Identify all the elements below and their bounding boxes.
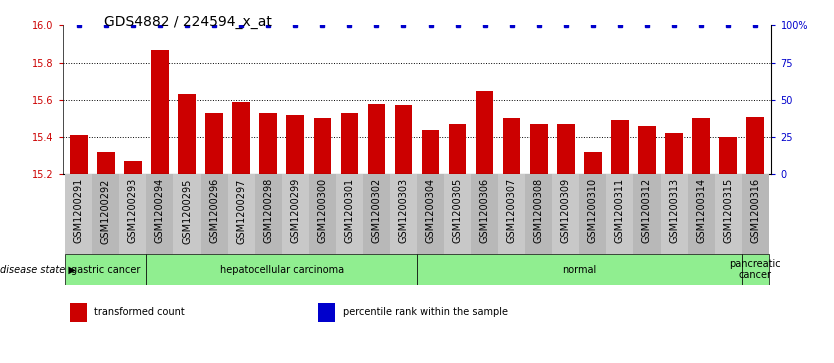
Bar bbox=[580, 174, 606, 254]
Bar bbox=[476, 90, 494, 174]
Text: percentile rank within the sample: percentile rank within the sample bbox=[343, 307, 508, 317]
Bar bbox=[254, 174, 282, 254]
Bar bbox=[151, 50, 168, 174]
Bar bbox=[584, 152, 601, 174]
Text: GSM1200299: GSM1200299 bbox=[290, 178, 300, 244]
Text: GSM1200306: GSM1200306 bbox=[480, 178, 490, 243]
Bar bbox=[661, 174, 687, 254]
Text: GSM1200315: GSM1200315 bbox=[723, 178, 733, 244]
Text: GSM1200296: GSM1200296 bbox=[209, 178, 219, 244]
Bar bbox=[417, 174, 444, 254]
Bar bbox=[65, 174, 93, 254]
Text: GSM1200311: GSM1200311 bbox=[615, 178, 625, 243]
Text: GSM1200301: GSM1200301 bbox=[344, 178, 354, 243]
Text: GSM1200313: GSM1200313 bbox=[669, 178, 679, 243]
Text: GSM1200294: GSM1200294 bbox=[155, 178, 165, 244]
Bar bbox=[503, 118, 520, 174]
Text: GSM1200314: GSM1200314 bbox=[696, 178, 706, 243]
Text: GSM1200291: GSM1200291 bbox=[73, 178, 83, 244]
Text: transformed count: transformed count bbox=[94, 307, 185, 317]
Bar bbox=[205, 113, 223, 174]
Text: GDS4882 / 224594_x_at: GDS4882 / 224594_x_at bbox=[104, 15, 272, 29]
Bar bbox=[530, 124, 548, 174]
Text: GSM1200303: GSM1200303 bbox=[399, 178, 409, 243]
Bar bbox=[471, 174, 498, 254]
Text: GSM1200310: GSM1200310 bbox=[588, 178, 598, 243]
Text: gastric cancer: gastric cancer bbox=[71, 265, 141, 274]
Bar bbox=[340, 113, 358, 174]
Bar bbox=[200, 174, 228, 254]
Bar bbox=[318, 303, 335, 322]
Bar bbox=[124, 161, 142, 174]
Bar bbox=[634, 174, 661, 254]
Bar bbox=[666, 133, 683, 174]
Bar bbox=[259, 113, 277, 174]
Bar bbox=[314, 118, 331, 174]
Text: GSM1200304: GSM1200304 bbox=[425, 178, 435, 243]
Bar bbox=[178, 94, 196, 174]
Bar bbox=[525, 174, 552, 254]
Bar bbox=[119, 174, 147, 254]
Bar bbox=[309, 174, 336, 254]
Text: GSM1200309: GSM1200309 bbox=[560, 178, 570, 243]
Bar bbox=[498, 174, 525, 254]
Bar bbox=[692, 118, 710, 174]
Text: GSM1200292: GSM1200292 bbox=[101, 178, 111, 244]
Bar bbox=[687, 174, 715, 254]
Bar bbox=[606, 174, 634, 254]
Bar bbox=[557, 124, 575, 174]
Text: GSM1200293: GSM1200293 bbox=[128, 178, 138, 244]
Text: GSM1200298: GSM1200298 bbox=[264, 178, 274, 244]
Text: pancreatic
cancer: pancreatic cancer bbox=[730, 259, 781, 280]
Text: GSM1200305: GSM1200305 bbox=[453, 178, 463, 244]
Text: normal: normal bbox=[562, 265, 596, 274]
Bar bbox=[720, 137, 737, 174]
Bar bbox=[611, 120, 629, 174]
Bar bbox=[233, 102, 250, 174]
Bar bbox=[390, 174, 417, 254]
Bar bbox=[282, 174, 309, 254]
Text: GSM1200316: GSM1200316 bbox=[751, 178, 761, 243]
Bar bbox=[417, 254, 741, 285]
Bar bbox=[147, 254, 417, 285]
Bar bbox=[741, 174, 769, 254]
Bar bbox=[147, 174, 173, 254]
Bar bbox=[449, 124, 466, 174]
Bar bbox=[69, 303, 88, 322]
Bar bbox=[368, 103, 385, 174]
Text: GSM1200297: GSM1200297 bbox=[236, 178, 246, 244]
Bar bbox=[552, 174, 580, 254]
Bar bbox=[741, 254, 769, 285]
Bar bbox=[228, 174, 254, 254]
Bar bbox=[394, 105, 412, 174]
Bar bbox=[93, 174, 119, 254]
Text: GSM1200300: GSM1200300 bbox=[317, 178, 327, 243]
Bar bbox=[65, 254, 147, 285]
Bar bbox=[638, 126, 656, 174]
Bar bbox=[336, 174, 363, 254]
Bar bbox=[746, 117, 764, 174]
Text: disease state ▶: disease state ▶ bbox=[0, 265, 76, 274]
Text: GSM1200302: GSM1200302 bbox=[371, 178, 381, 244]
Bar bbox=[173, 174, 200, 254]
Bar bbox=[363, 174, 390, 254]
Text: GSM1200308: GSM1200308 bbox=[534, 178, 544, 243]
Text: GSM1200312: GSM1200312 bbox=[642, 178, 652, 244]
Bar bbox=[715, 174, 741, 254]
Bar bbox=[444, 174, 471, 254]
Text: GSM1200307: GSM1200307 bbox=[507, 178, 517, 244]
Bar bbox=[422, 130, 440, 174]
Bar bbox=[286, 115, 304, 174]
Bar bbox=[70, 135, 88, 174]
Text: GSM1200295: GSM1200295 bbox=[182, 178, 192, 244]
Text: hepatocellular carcinoma: hepatocellular carcinoma bbox=[219, 265, 344, 274]
Bar bbox=[97, 152, 114, 174]
